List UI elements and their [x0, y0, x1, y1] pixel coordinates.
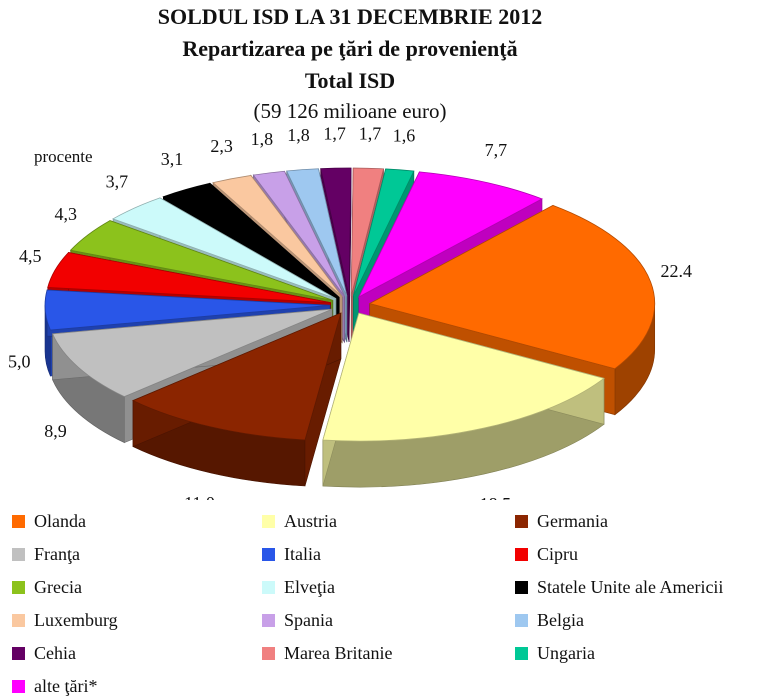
- legend-item: Statele Unite ale Americii: [515, 576, 723, 598]
- legend-swatch: [262, 613, 275, 627]
- legend-label: Grecia: [34, 576, 82, 597]
- legend-swatch: [515, 580, 528, 594]
- legend-item: Cipru: [515, 543, 578, 565]
- pie-slice-Germania: [132, 312, 342, 441]
- data-label: 1,7: [359, 123, 382, 143]
- pie-slice-alte ţări*: [357, 171, 543, 298]
- data-label: 22.4: [661, 261, 693, 281]
- unit-label: procente: [34, 147, 93, 166]
- data-label: 3,1: [161, 149, 184, 169]
- legend-item: Ungaria: [515, 642, 595, 664]
- legend-swatch: [12, 580, 25, 594]
- legend-label: Spania: [284, 609, 333, 630]
- legend-label: Marea Britanie: [284, 642, 393, 663]
- legend-label: Belgia: [537, 609, 584, 630]
- legend-swatch: [262, 547, 275, 561]
- pie-slice-Olanda: [368, 204, 656, 370]
- data-label: 4,3: [54, 204, 77, 224]
- data-label: 1,8: [287, 125, 310, 145]
- chart-title: SOLDUL ISD LA 31 DECEMBRIE 2012: [157, 4, 543, 29]
- pie-slice-Ungaria: [352, 168, 415, 297]
- pie-slice-Austria: [322, 312, 605, 442]
- legend-label: Italia: [284, 543, 321, 564]
- data-label: 1,8: [251, 129, 274, 149]
- pie-slice-Grecia: [69, 220, 333, 301]
- legend-label: Franţa: [34, 543, 80, 564]
- legend-item: Cehia: [12, 642, 76, 664]
- legend-label: Cehia: [34, 642, 76, 663]
- chart-subtitle: Repartizarea pe ţări de provenienţă: [182, 36, 518, 61]
- data-label: 1,6: [393, 125, 416, 145]
- pie-slice-Cipru: [47, 252, 331, 304]
- data-label: 4,5: [19, 246, 42, 266]
- data-label: 7,7: [485, 140, 508, 160]
- legend-item: Elveţia: [262, 576, 335, 598]
- chart-total-value: (59 126 milioane euro): [253, 99, 447, 123]
- legend-label: Elveţia: [284, 576, 335, 597]
- legend-swatch: [262, 514, 275, 528]
- pie-chart: 22.4 18,5 11,0 8,9 5,0 4,5 4,3 3,7 3,1 2,3 1,8 1,8 1…: [8, 123, 693, 500]
- pie-slice-Belgia: [286, 168, 348, 297]
- legend-swatch: [12, 514, 25, 528]
- legend-swatch: [12, 547, 25, 561]
- legend-item: Marea Britanie: [262, 642, 392, 664]
- data-label: 18,5: [480, 494, 512, 500]
- legend-swatch: [515, 613, 528, 627]
- legend-item: Austria: [262, 510, 337, 532]
- legend-item: Germania: [515, 510, 608, 532]
- legend-label: Germania: [537, 510, 608, 531]
- pie-slice-Spania: [252, 170, 346, 297]
- legend-label: Statele Unite ale Americii: [537, 576, 724, 597]
- chart-subtitle-total: Total ISD: [304, 68, 396, 93]
- data-label: 3,7: [106, 171, 129, 191]
- legend-label: alte ţări*: [34, 675, 98, 696]
- legend-label: Olanda: [34, 510, 86, 531]
- legend-item: Grecia: [12, 576, 82, 598]
- legend-swatch: [262, 646, 275, 660]
- pie-slice: [322, 312, 605, 488]
- legend-swatch: [12, 646, 25, 660]
- legend-swatch: [515, 646, 528, 660]
- legend-item: Luxemburg: [12, 609, 118, 631]
- pie-slice-Franţa: [51, 308, 333, 398]
- legend-item: Olanda: [12, 510, 86, 532]
- data-label: 1,7: [323, 123, 346, 143]
- legend-item: Belgia: [515, 609, 584, 631]
- legend-label: Ungaria: [537, 642, 595, 663]
- data-label: 5,0: [8, 351, 31, 371]
- legend-swatch: [515, 547, 528, 561]
- pie-slice: [132, 312, 342, 487]
- data-label: 2,3: [210, 136, 233, 156]
- legend-item: Spania: [262, 609, 333, 631]
- legend-item: alte ţări*: [12, 675, 97, 697]
- legend-item: Italia: [262, 543, 321, 565]
- legend-label: Austria: [284, 510, 337, 531]
- legend-label: Luxemburg: [34, 609, 118, 630]
- pie-slice-Cehia: [320, 167, 352, 297]
- data-label: 8,9: [44, 421, 67, 441]
- legend-label: Cipru: [537, 543, 579, 564]
- legend-swatch: [262, 580, 275, 594]
- pie-slice-Marea Britanie: [350, 167, 385, 297]
- legend-item: Franţa: [12, 543, 80, 565]
- legend-swatch: [515, 514, 528, 528]
- pie-slice-Statele Unite ale Americii: [162, 182, 340, 298]
- data-label: 11,0: [184, 493, 215, 500]
- legend-swatch: [12, 613, 25, 627]
- legend-swatch: [12, 679, 25, 693]
- pie-slice-Elveţia: [112, 197, 337, 299]
- pie-slice-Luxemburg: [212, 175, 343, 298]
- pie-slice-Italia: [44, 289, 331, 331]
